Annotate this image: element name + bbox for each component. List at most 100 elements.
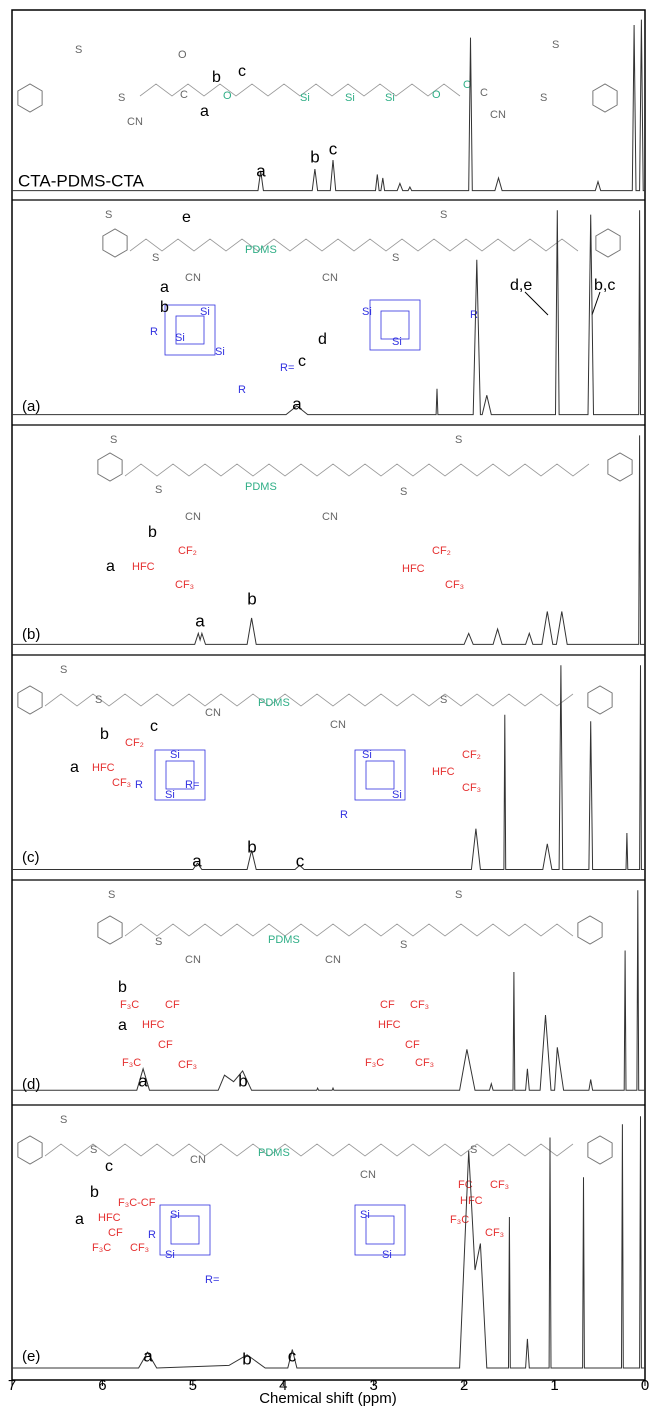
structure-label: S	[400, 939, 407, 951]
structure-label: Si	[175, 332, 185, 344]
structure-label: Si	[362, 749, 372, 761]
structure-label: CF₂	[432, 545, 451, 557]
structure-label: d	[318, 331, 327, 348]
structure-label: S	[440, 209, 447, 221]
backbone	[45, 1144, 573, 1156]
panel-label: (e)	[22, 1348, 40, 1365]
structure-label: O	[223, 90, 232, 102]
structure-label: HFC	[378, 1019, 401, 1031]
poss-cage	[366, 1216, 394, 1244]
structure-label: c	[150, 718, 158, 735]
structure-label: PDMS	[258, 1147, 290, 1159]
structure-label: b,c	[594, 277, 615, 294]
structure-label: CF₂	[462, 749, 481, 761]
structure-label: Si	[165, 1249, 175, 1261]
structure-label: CN	[325, 954, 341, 966]
structure-label: S	[60, 664, 67, 676]
structure-label: CN	[330, 719, 346, 731]
structure-label: HFC	[432, 766, 455, 778]
structure-label: Si	[165, 789, 175, 801]
peak-label: b	[238, 1071, 247, 1090]
structure-label: b	[160, 299, 169, 316]
peak-label: b	[247, 589, 256, 608]
structure-label: CF₃	[445, 579, 464, 591]
structure-label: F₃C	[92, 1242, 111, 1254]
structure-label: CF	[158, 1039, 173, 1051]
structure-label: Si	[362, 306, 372, 318]
structure-label: b	[100, 726, 109, 743]
structure-label: R	[238, 384, 246, 396]
structure-label: S	[105, 209, 112, 221]
structure-label: Si	[360, 1209, 370, 1221]
structure-label: CF	[380, 999, 395, 1011]
structure-label: O	[432, 89, 441, 101]
structure-label: S	[95, 694, 102, 706]
poss-cage	[160, 1205, 210, 1255]
arrow	[592, 292, 600, 315]
poss-cage	[381, 311, 409, 339]
peak-label: c	[329, 139, 338, 158]
benzene-ring	[103, 229, 127, 257]
peak-label: a	[195, 611, 205, 630]
structure-label: CN	[185, 272, 201, 284]
structure-label: CF₂	[125, 737, 144, 749]
structure-label: CF₂	[178, 545, 197, 557]
structure-label: Si	[200, 306, 210, 318]
structure-label: R	[135, 779, 143, 791]
structure-label: R	[340, 809, 348, 821]
structure-label: CN	[190, 1154, 206, 1166]
structure-label: F₃C	[365, 1057, 384, 1069]
x-tick-label: 4	[279, 1377, 287, 1394]
structure-label: PDMS	[258, 697, 290, 709]
structure-label: b	[212, 69, 221, 86]
peak-label: a	[256, 161, 266, 180]
structure-label: PDMS	[245, 244, 277, 256]
arrow	[525, 292, 548, 315]
structure-label: PDMS	[245, 481, 277, 493]
x-tick-label: 2	[460, 1377, 468, 1394]
poss-cage	[366, 761, 394, 789]
structure-label: S	[75, 44, 82, 56]
structure-label: c	[105, 1158, 113, 1175]
structure-label: CF₃	[130, 1242, 149, 1254]
backbone	[130, 239, 578, 251]
structure-label: S	[60, 1114, 67, 1126]
peak-label: a	[192, 851, 202, 870]
structure-label: O	[178, 49, 187, 61]
structure-label: C	[480, 87, 488, 99]
structure-label: PDMS	[268, 934, 300, 946]
spectrum	[12, 210, 645, 414]
benzene-ring	[18, 84, 42, 112]
structure-label: CF₃	[462, 782, 481, 794]
peak-label: a	[138, 1071, 148, 1090]
structure-label: S	[400, 486, 407, 498]
structure-label: e	[182, 209, 191, 226]
structure-label: S	[455, 889, 462, 901]
structure-label: S	[470, 1144, 477, 1156]
structure-label: S	[155, 484, 162, 496]
structure-label: c	[238, 63, 246, 80]
x-tick-label: 5	[189, 1377, 197, 1394]
benzene-ring	[588, 1136, 612, 1164]
structure-label: Si	[300, 92, 310, 104]
backbone	[125, 924, 573, 936]
panel-label: (c)	[22, 849, 40, 866]
poss-cage	[155, 750, 205, 800]
structure-label: Si	[170, 1209, 180, 1221]
structure-label: R	[148, 1229, 156, 1241]
structure-label: Si	[385, 92, 395, 104]
structure-label: d,e	[510, 277, 532, 294]
structure-label: S	[440, 694, 447, 706]
structure-label: R=	[280, 362, 294, 374]
structure-label: S	[152, 252, 159, 264]
structure-label: Si	[170, 749, 180, 761]
structure-label: CF₃	[485, 1227, 504, 1239]
structure-label: CF	[405, 1039, 420, 1051]
structure-label: S	[392, 252, 399, 264]
structure-label: HFC	[132, 561, 155, 573]
x-tick-label: 6	[98, 1377, 106, 1394]
benzene-ring	[18, 686, 42, 714]
structure-label: a	[200, 103, 209, 120]
structure-label: R	[150, 326, 158, 338]
structure-label: Si	[392, 789, 402, 801]
